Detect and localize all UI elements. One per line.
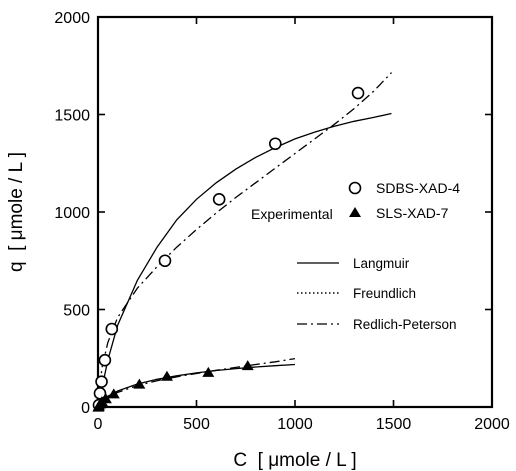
- fit-redlich-peterson-sdbs-xad-4: [97, 72, 392, 408]
- fit-curves: [97, 72, 392, 408]
- point-sdbs-xad-4: [268, 137, 282, 151]
- x-tick-label: 500: [183, 416, 210, 433]
- point-sls-xad-7: [241, 360, 254, 371]
- x-tick-label: 1000: [277, 416, 313, 433]
- point-sls-xad-7: [202, 366, 215, 377]
- legend-marker-sls: [349, 207, 361, 217]
- legend-marker-sdbs: [348, 181, 362, 195]
- point-sdbs-xad-4: [212, 193, 226, 206]
- y-axis-label: q [ μmole / L ]: [6, 152, 27, 272]
- x-axis-label: C [ μmole / L ]: [233, 450, 356, 471]
- y-tick-label: 1500: [54, 108, 90, 125]
- point-sls-xad-7: [133, 378, 146, 389]
- y-tick-label: 1000: [54, 205, 90, 222]
- point-sls-xad-7: [160, 370, 173, 381]
- legend-label-sdbs: SDBS-XAD-4: [376, 180, 460, 196]
- y-tick-label: 0: [81, 400, 90, 417]
- y-tick-label: 2000: [54, 10, 90, 27]
- point-sdbs-xad-4: [158, 254, 172, 268]
- fit-langmuir-sdbs-xad-4: [97, 112, 392, 408]
- fit-langmuir-sls-xad-7: [97, 363, 296, 408]
- point-sls-xad-7: [99, 393, 112, 404]
- axis-ticks: 0 500 1000 1500 2000 0 500 1000 1500 2000: [54, 10, 509, 433]
- point-sdbs-xad-4: [351, 86, 365, 100]
- point-sdbs-xad-4: [98, 353, 112, 367]
- y-tick-label: 500: [63, 303, 90, 320]
- point-sls-xad-7: [107, 388, 120, 399]
- x-tick-label: 2000: [474, 416, 510, 433]
- data-points: [92, 86, 365, 412]
- x-tick-label: 0: [94, 416, 103, 433]
- legend-label-sls: SLS-XAD-7: [376, 205, 449, 221]
- point-sdbs-xad-4: [105, 322, 119, 336]
- x-tick-label: 1500: [376, 416, 412, 433]
- legend-label-redlich-peterson: Redlich-Peterson: [353, 317, 457, 332]
- legend: Experimental SDBS-XAD-4 SLS-XAD-7 Langmu…: [251, 180, 460, 332]
- legend-label-langmuir: Langmuir: [353, 256, 410, 271]
- legend-label-freundlich: Freundlich: [353, 286, 416, 301]
- legend-group-label: Experimental: [251, 206, 333, 222]
- point-sdbs-xad-4: [95, 375, 108, 388]
